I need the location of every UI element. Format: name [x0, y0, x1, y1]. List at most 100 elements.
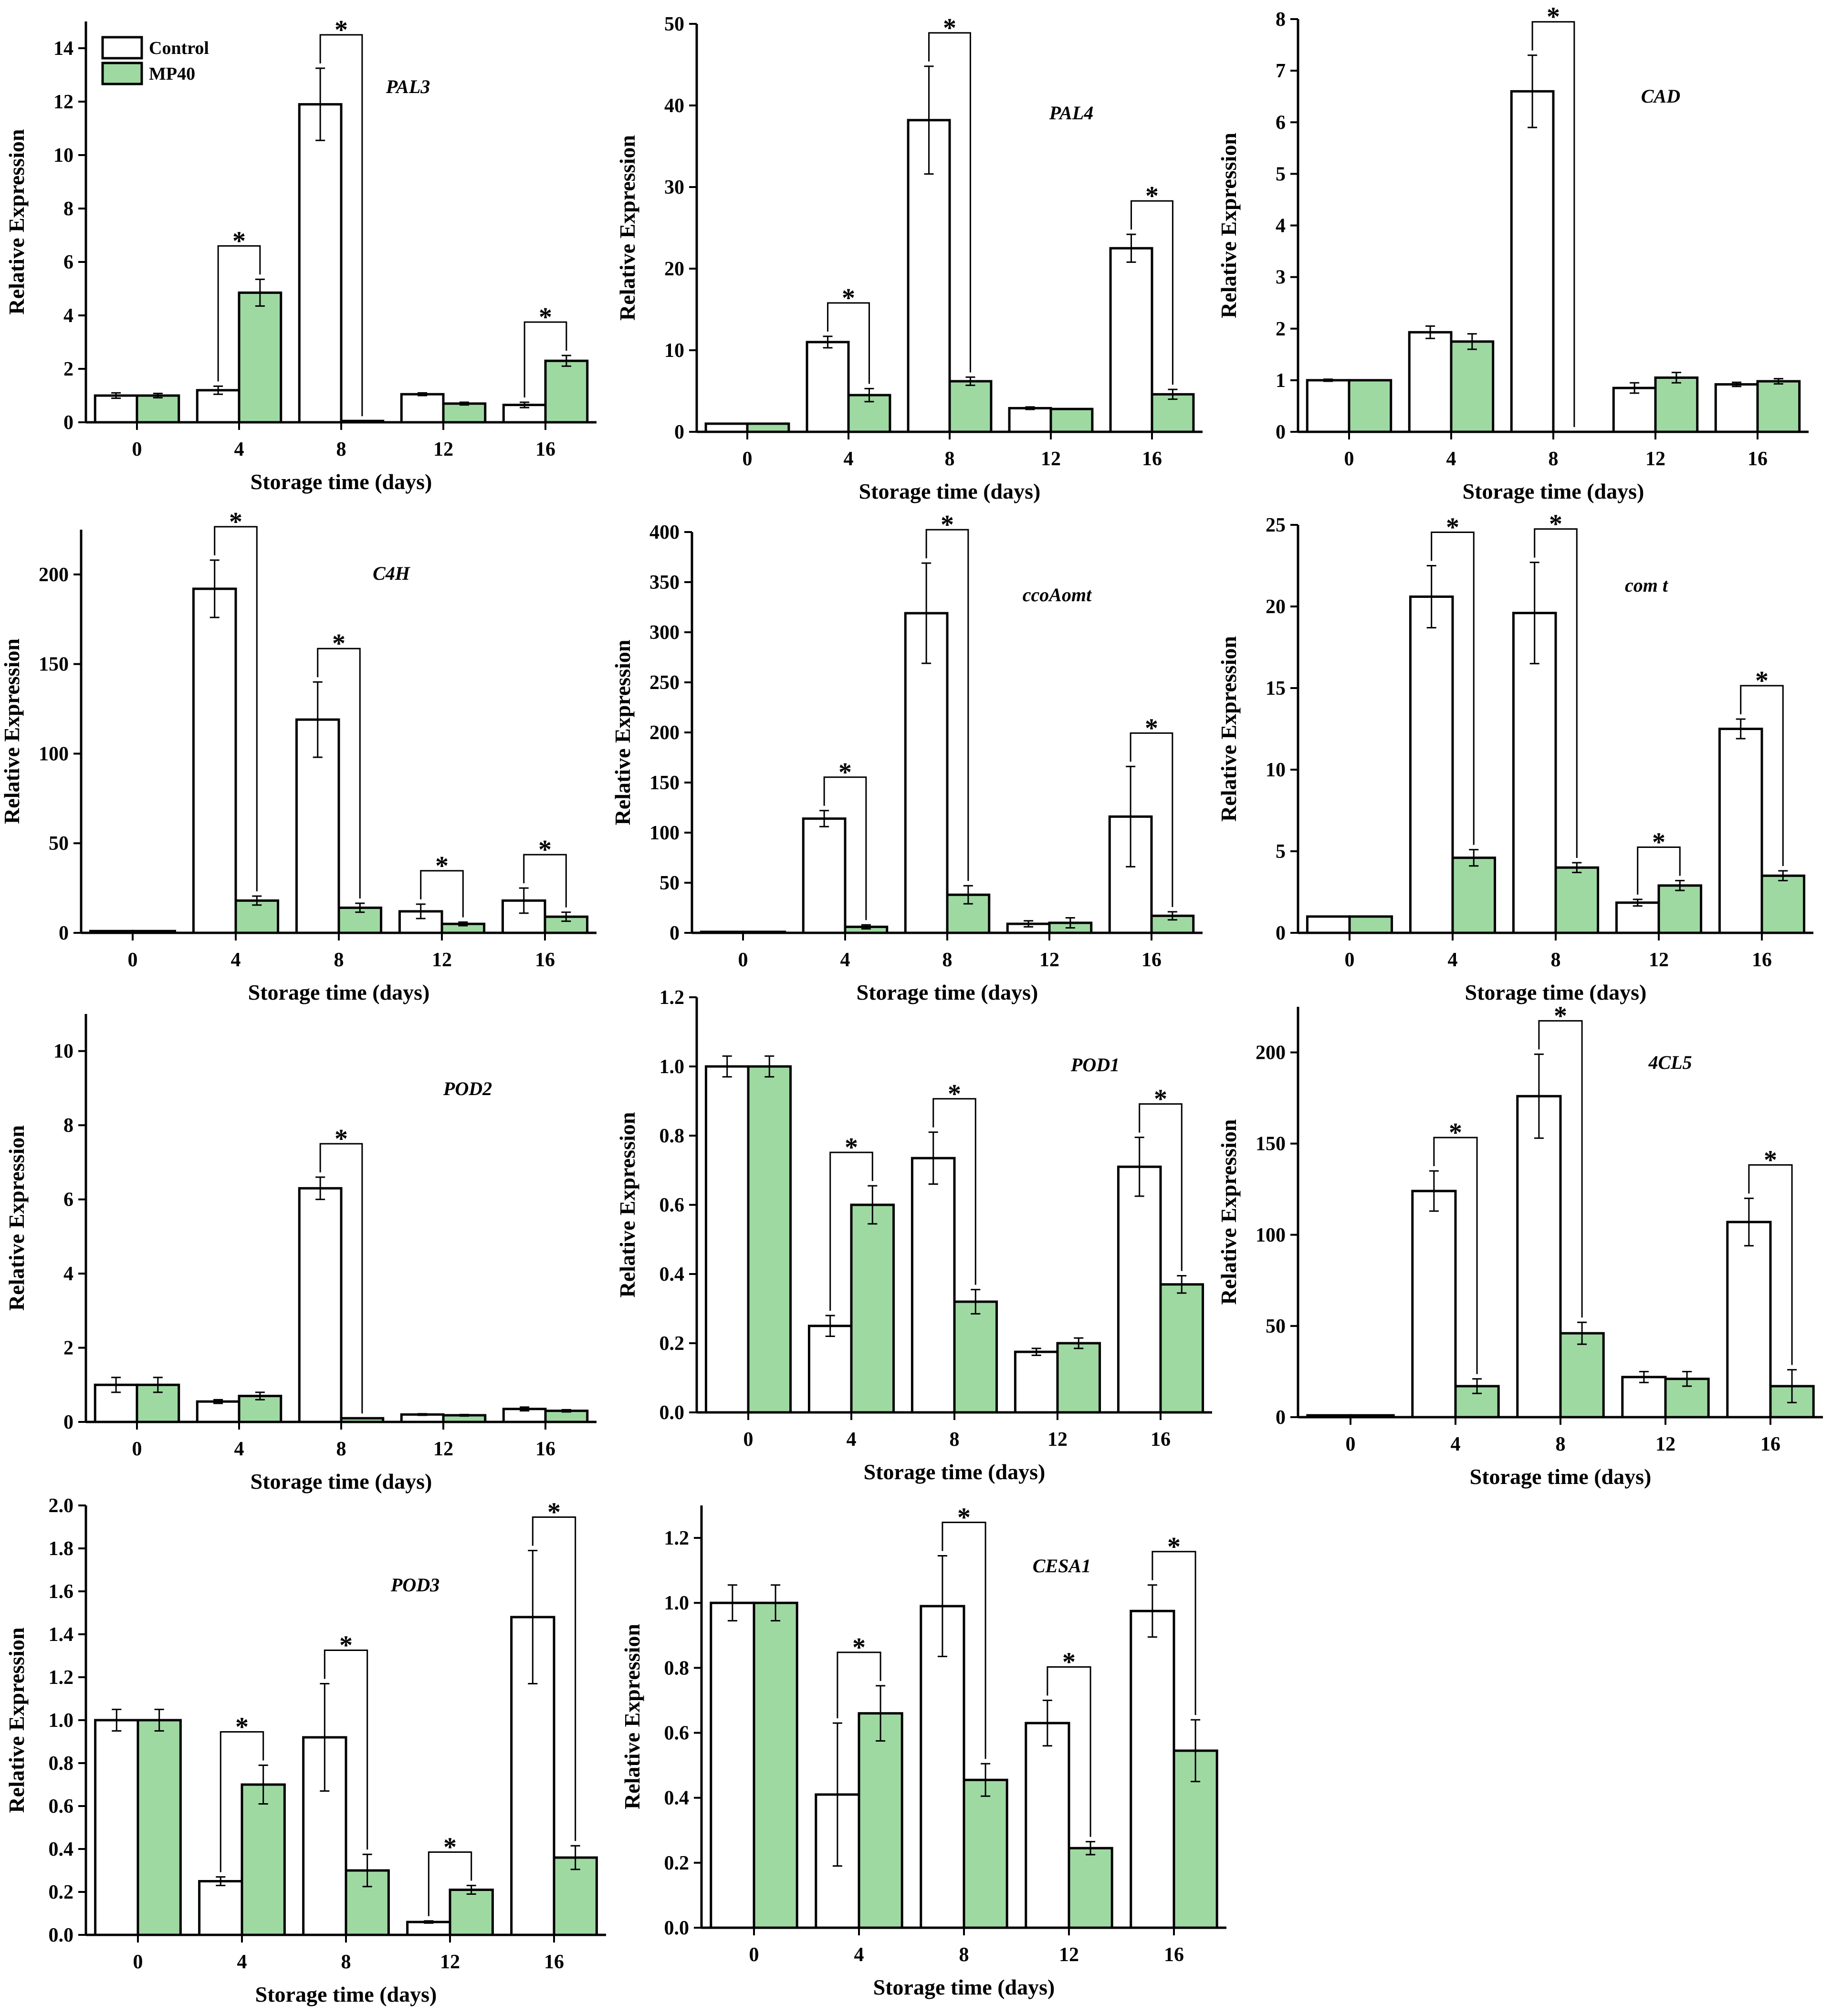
significance-star: *: [1145, 181, 1159, 211]
bar-mp40: [241, 1783, 286, 1936]
significance-star: *: [435, 851, 449, 881]
x-tick-label: 12: [1039, 949, 1059, 971]
bar-control: [1117, 1165, 1162, 1414]
y-tick-label: 4: [63, 305, 73, 327]
bar-mp40: [234, 899, 280, 934]
significance-star: *: [941, 510, 954, 540]
significance-star: *: [539, 303, 552, 332]
y-axis-title: Relative Expression: [4, 1125, 29, 1311]
significance-star: *: [1547, 2, 1560, 32]
significance-bracket: [1130, 732, 1173, 907]
x-tick-label: 0: [133, 1951, 143, 1973]
y-tick-label: 50: [660, 872, 680, 894]
significance-star: *: [1549, 510, 1562, 539]
y-tick-label: 0: [59, 922, 69, 944]
y-tick-label: 50: [664, 13, 684, 35]
y-tick-label: 1.2: [49, 1667, 74, 1689]
x-axis-title: Storage time (days): [864, 1460, 1046, 1484]
bar-control: [89, 930, 134, 934]
significance-star: *: [335, 1124, 348, 1154]
y-tick-label: 10: [1266, 759, 1286, 781]
y-tick-label: 1.2: [664, 1527, 690, 1549]
bar-mp40: [1559, 1332, 1605, 1419]
significance-star: *: [838, 758, 852, 787]
significance-bracket: [532, 1516, 576, 1841]
bar-control: [806, 341, 850, 433]
x-tick-label: 0: [743, 448, 753, 470]
x-axis-title: Storage time (days): [857, 980, 1038, 1004]
y-tick-label: 0.0: [49, 1924, 74, 1946]
x-tick-label: 4: [1446, 448, 1456, 470]
bar-control: [94, 1719, 139, 1936]
bar-mp40: [442, 402, 487, 424]
x-tick-label: 4: [237, 1951, 247, 1973]
bar-mp40: [948, 380, 993, 433]
chart-CESA1: 0.0 0.2 0.4 0.6 0.8 1.0 1.2 Relative Expression…: [620, 1503, 1226, 1999]
x-tick-label: 12: [1655, 1433, 1675, 1455]
x-axis-title: Storage time (days): [1463, 479, 1644, 503]
y-tick-label: 1: [1276, 370, 1286, 392]
x-tick-label: 12: [433, 1438, 453, 1460]
bar-control: [298, 103, 343, 424]
significance-bracket: [925, 529, 969, 881]
y-axis-title: Relative Expression: [1216, 636, 1241, 822]
y-tick-label: 150: [649, 772, 680, 794]
significance-bracket: [928, 32, 971, 373]
bar-mp40: [136, 394, 180, 424]
y-tick-label: 0.8: [664, 1657, 690, 1679]
significance-star: *: [1554, 1001, 1567, 1031]
y-tick-label: 350: [649, 572, 680, 594]
x-tick-label: 8: [336, 1438, 346, 1460]
bar-mp40: [963, 1778, 1008, 1929]
x-tick-label: 8: [942, 949, 953, 971]
x-tick-label: 4: [844, 448, 854, 470]
significance-bracket: [1433, 1137, 1478, 1374]
y-tick-label: 400: [649, 522, 680, 543]
legend-swatch-control: [101, 36, 143, 60]
gene-label: POD2: [443, 1078, 492, 1099]
bar-mp40: [747, 1065, 792, 1414]
bar-mp40: [1056, 1342, 1101, 1414]
chart-C4H: 0 50 100 150 200 Relative Expression Storage t…: [0, 507, 597, 1004]
bar-mp40: [1657, 884, 1703, 934]
bar-control: [406, 1921, 451, 1936]
bar-control: [1306, 915, 1351, 934]
legend-swatch-mp40: [101, 62, 143, 85]
significance-star: *: [332, 629, 345, 658]
gene-label: POD3: [390, 1574, 440, 1596]
y-axis-title: Relative Expression: [4, 1628, 29, 1813]
bar-control: [1510, 90, 1555, 433]
bar-control: [1306, 1414, 1352, 1419]
y-tick-label: 0: [674, 421, 684, 443]
bar-control: [1726, 1221, 1772, 1419]
chart-POD2: 0 2 4 6 8 10 Relative Expression Storage time (…: [4, 1014, 597, 1494]
y-tick-label: 10: [664, 340, 684, 362]
bar-control: [710, 1601, 755, 1929]
x-tick-label: 0: [1345, 949, 1355, 971]
bar-control: [196, 1400, 241, 1423]
x-axis-title: Storage time (days): [859, 479, 1041, 503]
y-tick-label: 5: [1276, 841, 1286, 863]
y-tick-label: 0: [1276, 1407, 1286, 1429]
y-tick-label: 0: [1276, 421, 1286, 443]
x-tick-label: 12: [1059, 1944, 1079, 1966]
x-tick-label: 16: [1760, 1433, 1780, 1455]
x-tick-label: 0: [738, 949, 748, 971]
bar-mp40: [1451, 857, 1497, 934]
chart-POD1: 0.0 0.2 0.4 0.6 0.8 1.0 1.2 Relative Expression…: [615, 987, 1212, 1484]
significance-bracket: [829, 1151, 873, 1311]
bar-control: [1409, 595, 1454, 934]
chart-comt: 0 5 10 15 20 25 Relative Expression Storage tim…: [1216, 510, 1813, 1004]
significance-bracket: [827, 302, 870, 384]
bar-control: [1714, 383, 1759, 433]
chart-PAL3: 0 2 4 6 8 10 12 14 Relative Expression Storage ti…: [4, 15, 597, 494]
y-tick-label: 1.0: [664, 1592, 690, 1614]
x-axis-title: Storage time (days): [251, 1469, 432, 1494]
gene-label: CESA1: [1033, 1555, 1091, 1577]
y-tick-label: 1.0: [49, 1710, 74, 1732]
x-tick-label: 16: [1164, 1944, 1184, 1966]
bar-mp40: [1068, 1847, 1113, 1929]
significance-bracket: [1139, 1103, 1183, 1271]
x-tick-label: 16: [535, 439, 555, 460]
